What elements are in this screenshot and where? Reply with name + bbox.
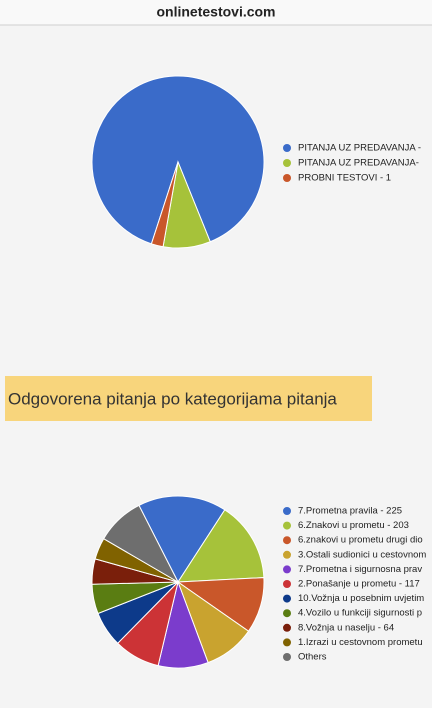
- legend-label: 10.Vožnja u posebnim uvjetim: [298, 593, 424, 604]
- legend-swatch: [283, 536, 291, 545]
- legend-swatch: [283, 653, 291, 661]
- legend-label: 6.znakovi u prometu drugi dio: [298, 535, 423, 546]
- legend-label: PITANJA UZ PREDAVANJA -: [298, 143, 421, 154]
- pie-slice: [103, 504, 180, 584]
- pie-slice: [91, 75, 265, 245]
- pie-slice: [138, 495, 226, 583]
- site-title: onlinetestovi.com: [156, 4, 275, 20]
- legend-swatch: [283, 144, 291, 152]
- legend-swatch: [283, 623, 291, 632]
- section-title: Odgovorena pitanja po kategorijama pitan…: [8, 389, 337, 408]
- legend-swatch: [283, 638, 291, 647]
- header-bar: [0, 0, 432, 25]
- legend-label: 7.Prometna pravila - 225: [298, 506, 402, 517]
- legend-label: 1.Izrazi u cestovnom prometu: [298, 637, 423, 648]
- legend-label: PITANJA UZ PREDAVANJA-: [298, 158, 419, 169]
- legend-swatch: [283, 550, 291, 559]
- legend-label: 6.Znakovi u prometu - 203: [298, 520, 409, 531]
- legend-swatch: [283, 580, 291, 588]
- pie-slice: [150, 161, 179, 248]
- legend-label: 4.Vozilo u funkciji sigurnosti p: [298, 608, 422, 619]
- legend-swatch: [283, 159, 291, 167]
- legend-label: 7.Prometna i sigurnosna prav: [298, 564, 422, 575]
- legend-swatch: [283, 594, 291, 603]
- legend-swatch: [283, 609, 291, 618]
- legend-label: Others: [298, 652, 327, 663]
- legend-swatch: [283, 565, 291, 574]
- pie-slice: [177, 509, 265, 583]
- legend-label: 8.Vožnja u naselju - 64: [298, 622, 394, 633]
- section-banner: [5, 376, 372, 421]
- legend-label: PROBNI TESTOVI - 1: [298, 173, 391, 184]
- legend-label: 3.Ostali sudionici u cestovnom: [298, 549, 426, 560]
- legend-swatch: [283, 521, 291, 530]
- legend-swatch: [283, 174, 291, 182]
- legend-label: 2.Ponašanje u prometu - 117: [298, 579, 420, 590]
- legend-swatch: [283, 507, 291, 515]
